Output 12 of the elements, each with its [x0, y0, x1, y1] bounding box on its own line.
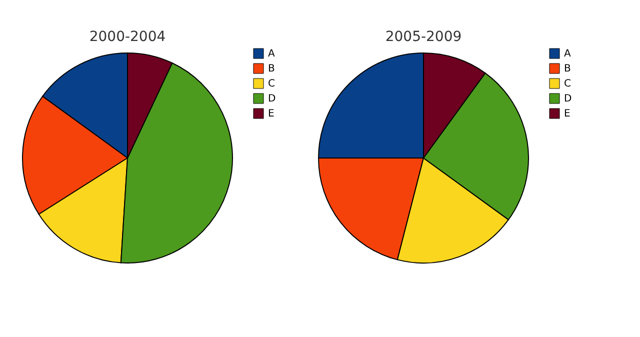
- chart-title: 2000-2004: [89, 29, 166, 45]
- legend-label: B: [564, 64, 571, 74]
- legend-label: E: [268, 108, 274, 120]
- legend-label: B: [268, 64, 275, 74]
- legend-label: C: [268, 78, 275, 90]
- legend-label: A: [564, 48, 571, 60]
- legend-label: D: [564, 94, 572, 104]
- legend-label: A: [268, 48, 275, 60]
- legend-label: D: [268, 94, 276, 104]
- legend-label: E: [564, 108, 570, 120]
- legend-label: C: [564, 78, 571, 90]
- chart-title: 2005-2009: [385, 29, 462, 45]
